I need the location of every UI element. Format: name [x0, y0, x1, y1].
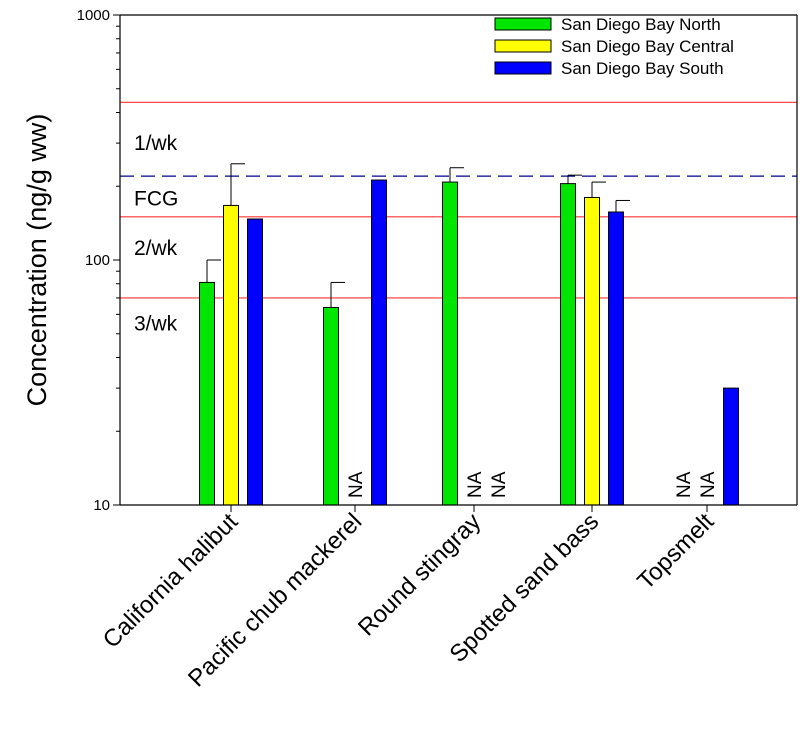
bar [323, 306, 339, 506]
region-label: FCG [134, 188, 178, 211]
y-tick-label: 10 [93, 497, 110, 514]
bar [584, 196, 600, 506]
bar [608, 211, 624, 506]
na-label: NA [489, 471, 510, 498]
legend-label: San Diego Bay North [561, 15, 721, 34]
legend-swatch [494, 39, 552, 53]
reference-lines [120, 101, 797, 299]
bar [247, 218, 263, 506]
na-label: NA [346, 471, 367, 498]
legend: San Diego Bay North San Diego Bay Central… [494, 15, 734, 78]
na-label: NA [674, 471, 695, 498]
legend-label: San Diego Bay Central [561, 37, 734, 56]
legend-swatch [494, 17, 552, 31]
bar [560, 183, 576, 506]
legend-swatch [494, 61, 552, 75]
x-tick-label: California halibut [98, 508, 244, 654]
na-label: NA [465, 471, 486, 498]
error-bars [206, 163, 630, 308]
na-label: NA [698, 471, 719, 498]
region-label: 1/wk [134, 132, 178, 155]
x-tick-label: Round stingray [353, 508, 486, 641]
bars [199, 179, 739, 506]
region-label: 3/wk [134, 313, 178, 336]
y-tick-label: 100 [85, 252, 110, 269]
bar [223, 204, 239, 506]
bar [723, 387, 739, 506]
x-tick-label: Topsmelt [632, 508, 719, 595]
y-tick-label: 1000 [77, 7, 110, 24]
region-label: 2/wk [134, 237, 178, 260]
axes [113, 14, 798, 512]
bar [199, 281, 215, 506]
y-axis-label: Concentration (ng/g ww) [22, 114, 52, 407]
legend-label: San Diego Bay South [561, 59, 724, 78]
bar [442, 181, 458, 506]
bar [371, 179, 387, 506]
